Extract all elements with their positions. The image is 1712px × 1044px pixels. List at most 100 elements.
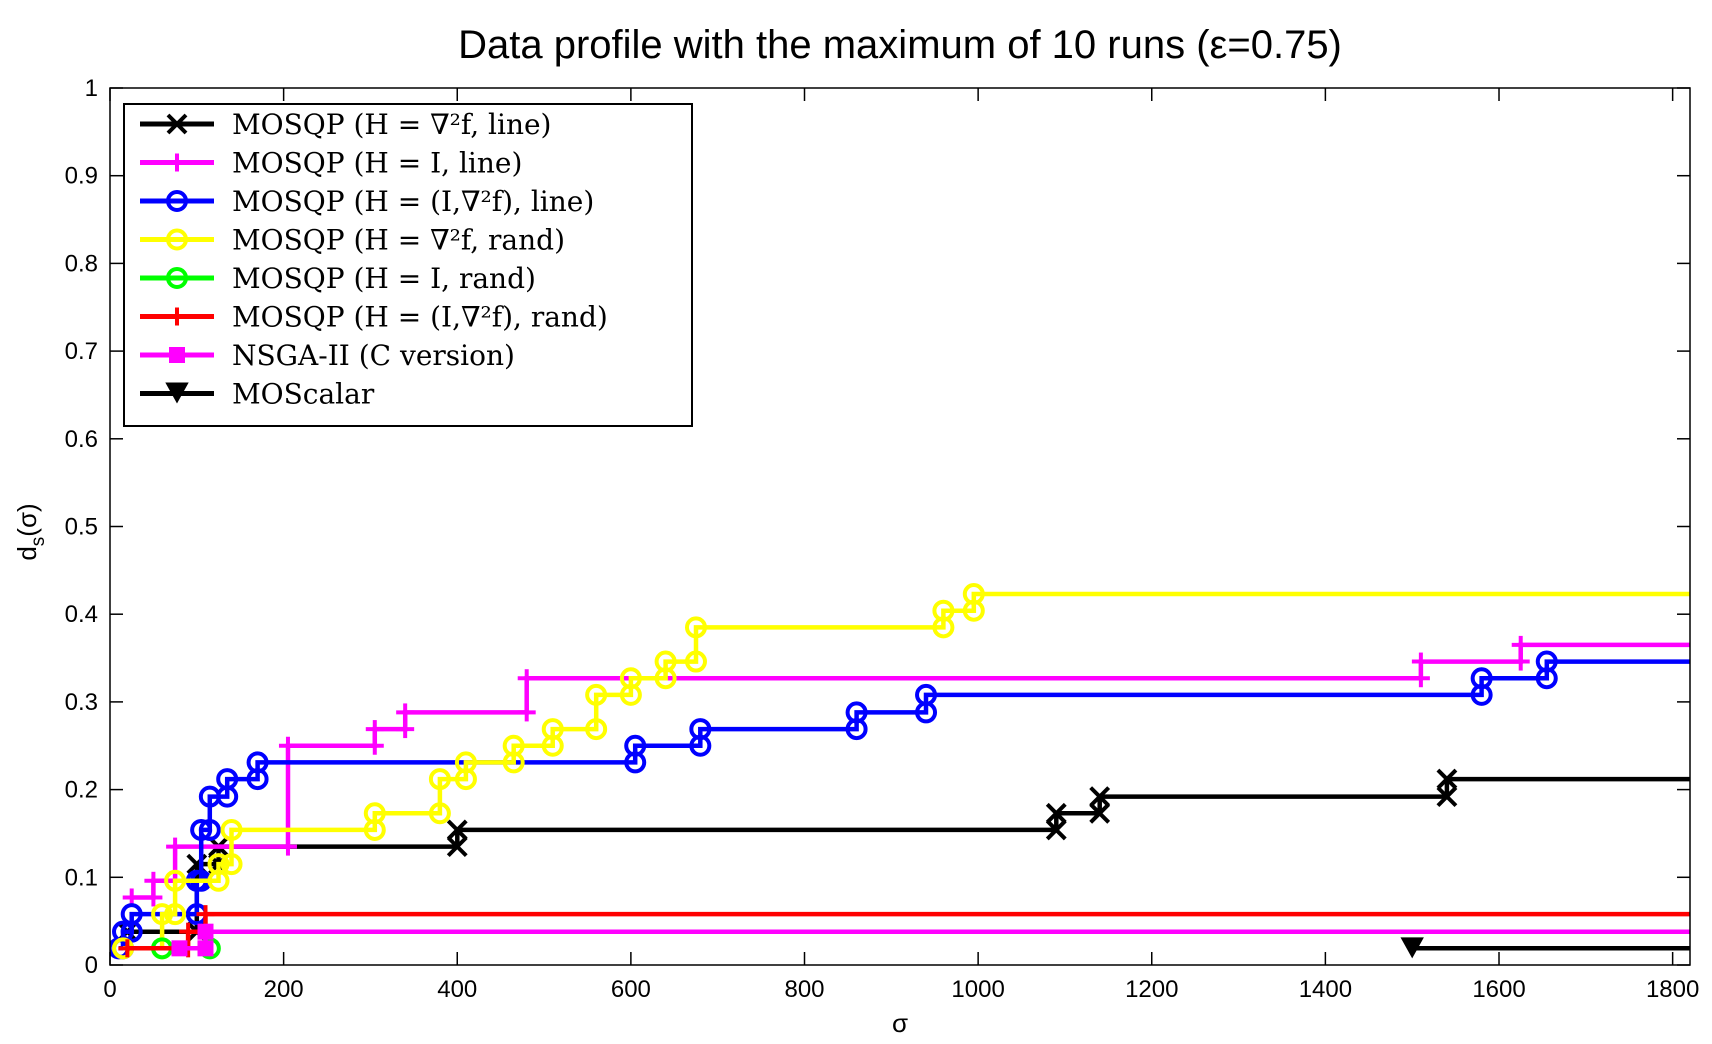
data-point — [278, 837, 297, 856]
series-line — [179, 929, 1690, 951]
series-line — [127, 776, 1690, 934]
legend-swatch-marker — [166, 113, 188, 135]
data-point — [365, 720, 384, 739]
data-point — [684, 616, 707, 639]
x-tick-label: 1400 — [1299, 976, 1352, 1003]
data-point — [517, 669, 536, 688]
legend-label: NSGA-II (C version) — [232, 339, 515, 372]
data-point — [1511, 635, 1530, 654]
data-point — [144, 888, 163, 907]
axes: 0 200 400 600 800 1000 1200 1400 1600 1800 0 0.1 0.2… — [65, 75, 1700, 1003]
y-tick-label: 0.8 — [65, 250, 98, 277]
y-tick-label: 0.3 — [65, 689, 98, 716]
y-tick-label: 0.5 — [65, 514, 98, 541]
legend: MOSQP (H = ∇²f, line) MOSQP (H = I, line)… — [123, 103, 693, 427]
data-point — [197, 940, 214, 957]
data-point — [164, 903, 187, 926]
data-point — [585, 718, 608, 741]
marker-x-stroke-b — [446, 836, 468, 858]
data-point — [962, 583, 985, 606]
legend-entry-4: MOSQP (H = I, rand) — [140, 262, 536, 295]
legend-entry-6: NSGA-II (C version) — [140, 339, 515, 372]
data-point — [207, 853, 230, 876]
data-point — [502, 734, 525, 757]
data-point — [689, 718, 712, 741]
data-point — [278, 736, 297, 755]
legend-entry-2: MOSQP (H = (I,∇²f), line) — [140, 185, 594, 218]
legend-label: MOSQP (H = (I,∇²f), line) — [232, 185, 594, 218]
y-tick-label: 0.1 — [65, 864, 98, 891]
data-point — [1436, 786, 1458, 808]
y-label-rest: (σ) — [12, 503, 42, 536]
data-point — [216, 768, 239, 791]
y-tick-label: 0.6 — [65, 426, 98, 453]
data-point — [396, 703, 415, 722]
marker-x-stroke-b — [1436, 786, 1458, 808]
data-point — [1400, 937, 1424, 959]
data-point — [446, 836, 468, 858]
data-point — [220, 818, 243, 841]
marker-x-stroke-b — [1089, 786, 1111, 808]
marker-x-stroke-b — [1089, 802, 1111, 824]
y-tick-label: 0.7 — [65, 338, 98, 365]
data-point — [1045, 802, 1067, 824]
legend-swatch-marker — [166, 228, 188, 251]
data-point — [1511, 652, 1530, 671]
data-point — [915, 683, 938, 706]
series-group — [110, 583, 1690, 960]
legend-entry-3: MOSQP (H = ∇²f, rand) — [140, 224, 565, 257]
legend-swatch-marker — [168, 153, 186, 172]
marker-x-stroke-b — [1436, 768, 1458, 790]
data-point — [932, 599, 955, 622]
legend-label: MOScalar — [232, 378, 375, 411]
y-label-base: d — [12, 546, 42, 560]
legend-label: MOSQP (H = I, line) — [232, 147, 522, 180]
x-tick-label: 1600 — [1472, 976, 1525, 1003]
legend-label: MOSQP (H = (I,∇²f), rand) — [232, 301, 608, 334]
data-point — [220, 853, 243, 876]
y-tick-label: 1 — [85, 75, 98, 102]
x-tick-label: 600 — [611, 976, 651, 1003]
y-tick-label: 0.2 — [65, 777, 98, 804]
data-point — [428, 768, 451, 791]
data-point — [365, 736, 384, 755]
data-point — [363, 802, 386, 825]
legend-swatch-marker — [169, 347, 185, 363]
legend-swatch-marker — [166, 190, 188, 212]
data-point — [190, 818, 213, 841]
data-point — [144, 871, 163, 890]
data-point — [428, 802, 451, 825]
data-point — [151, 903, 174, 926]
data-point — [179, 922, 198, 941]
data-point — [197, 923, 214, 940]
y-label-subscript: s — [28, 537, 49, 547]
x-tick-label: 800 — [784, 976, 824, 1003]
x-tick-label: 400 — [437, 976, 477, 1003]
data-point — [684, 650, 707, 673]
data-point — [396, 720, 415, 739]
series-6 — [171, 923, 1690, 957]
data-point — [446, 819, 468, 841]
legend-swatch-marker — [168, 307, 186, 326]
data-point — [1089, 802, 1111, 824]
data-point — [454, 751, 477, 774]
data-point — [624, 734, 647, 757]
legend-swatch-marker — [165, 382, 189, 404]
x-tick-label: 1200 — [1125, 976, 1178, 1003]
data-point — [1436, 768, 1458, 790]
data-point — [1411, 669, 1430, 688]
data-point — [118, 939, 137, 958]
legend-entry-1: MOSQP (H = I, line) — [140, 147, 522, 180]
data-point — [541, 718, 564, 741]
data-point — [166, 837, 185, 856]
data-point — [1045, 819, 1067, 841]
data-point — [1411, 652, 1430, 671]
marker-x-stroke-b — [166, 113, 188, 135]
y-tick-label: 0.9 — [65, 163, 98, 190]
data-point — [845, 701, 868, 724]
legend-label: MOSQP (H = ∇²f, line) — [232, 108, 551, 141]
x-axis-label: σ — [892, 1008, 908, 1038]
y-tick-label: 0 — [85, 952, 98, 979]
